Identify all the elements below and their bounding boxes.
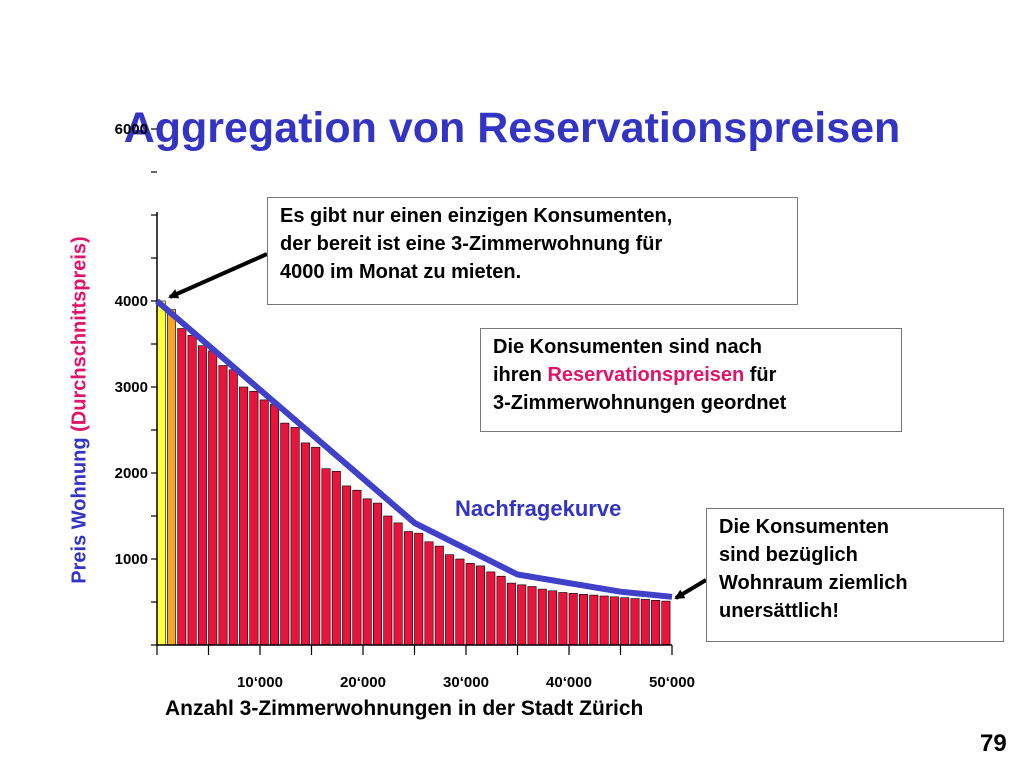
- x-tick-label: 50‘000: [649, 674, 695, 691]
- bar: [218, 365, 228, 646]
- callout-line: 3-Zimmerwohnungen geordnet: [493, 392, 787, 414]
- single-consumer-callout: Es gibt nur einen einzigen Konsumenten, …: [267, 197, 798, 305]
- callout-line: Wohnraum ziemlich: [719, 572, 908, 594]
- insatiable-callout: Die Konsumenten sind bezüglich Wohnraum …: [706, 508, 1004, 642]
- bar: [496, 575, 506, 646]
- bar: [527, 586, 537, 646]
- bar: [352, 489, 362, 646]
- x-tick-label: 20‘000: [340, 674, 386, 691]
- bar: [506, 582, 516, 646]
- demand-curve: [155, 298, 673, 600]
- bar: [300, 442, 310, 646]
- bar: [342, 485, 352, 646]
- demand-curve-label: Nachfragekurve: [455, 496, 622, 521]
- bar: [455, 558, 465, 646]
- bar: [187, 335, 197, 646]
- bar: [609, 596, 619, 646]
- bar: [321, 468, 331, 646]
- bar: [414, 532, 424, 646]
- y-tick-label: 6000: [115, 121, 148, 138]
- bar: [620, 597, 630, 646]
- y-tick-label: 3000: [115, 379, 148, 396]
- x-axis-label: Anzahl 3-Zimmerwohnungen in der Stadt Zü…: [165, 697, 644, 720]
- bar: [475, 565, 485, 646]
- ordering-callout: Die Konsumenten sind nach ihren Reservat…: [480, 328, 902, 432]
- x-tick-label: 10‘000: [237, 674, 283, 691]
- callout-line: Es gibt nur einen einzigen Konsumenten,: [280, 205, 673, 227]
- bar: [167, 309, 177, 646]
- callout-line: Die Konsumenten sind nach: [493, 336, 762, 358]
- bar: [403, 531, 413, 646]
- bar: [465, 562, 475, 646]
- bar: [383, 515, 393, 646]
- arrow-to-first-consumer: [168, 252, 268, 299]
- y-axis-label: Preis Wohnung (Durchschnittspreis): [68, 236, 91, 584]
- bar: [640, 599, 650, 646]
- callout-line: unersättlich!: [719, 600, 840, 622]
- bar: [393, 522, 403, 646]
- page-number: 79: [980, 730, 1007, 757]
- slide-title: Aggregation von Reservationspreisen: [123, 104, 901, 152]
- bar: [651, 599, 661, 646]
- bar: [280, 422, 290, 646]
- bar: [434, 545, 444, 646]
- bar: [228, 369, 238, 646]
- bar: [661, 600, 671, 646]
- x-tick-label: 30‘000: [443, 674, 489, 691]
- bar: [578, 593, 588, 646]
- callout-line: der bereit ist eine 3-Zimmerwohnung für: [280, 233, 663, 255]
- bar: [517, 584, 527, 646]
- bar: [630, 598, 640, 646]
- bar: [372, 502, 382, 646]
- bar: [558, 592, 568, 646]
- bar: [197, 345, 207, 646]
- bar: [259, 399, 269, 646]
- y-tick-label: 4000: [115, 293, 148, 310]
- x-tick-label: 40‘000: [546, 674, 592, 691]
- bar: [269, 403, 279, 646]
- bar: [589, 594, 599, 646]
- bar: [599, 595, 609, 646]
- y-tick-label: 2000: [115, 465, 148, 482]
- bar: [537, 588, 547, 646]
- bar: [208, 350, 218, 646]
- bar: [445, 554, 455, 646]
- bar: [424, 541, 434, 646]
- bar: [249, 390, 259, 646]
- bar: [486, 571, 496, 646]
- bar: [331, 470, 341, 646]
- bar: [239, 386, 249, 646]
- callout-line: sind bezüglich: [719, 544, 858, 566]
- callout-line: Die Konsumenten: [719, 516, 890, 538]
- bar: [362, 498, 372, 646]
- callout-line: ihren Reservationspreisen für: [493, 364, 777, 386]
- bar: [568, 593, 578, 646]
- y-tick-label: 1000: [115, 551, 148, 568]
- callout-line: 4000 im Monat zu mieten.: [280, 261, 522, 283]
- bar: [290, 427, 300, 646]
- arrow-to-last-consumer: [674, 578, 708, 600]
- bar: [177, 328, 187, 646]
- bar: [156, 300, 166, 646]
- bar: [548, 590, 558, 646]
- bar: [311, 446, 321, 646]
